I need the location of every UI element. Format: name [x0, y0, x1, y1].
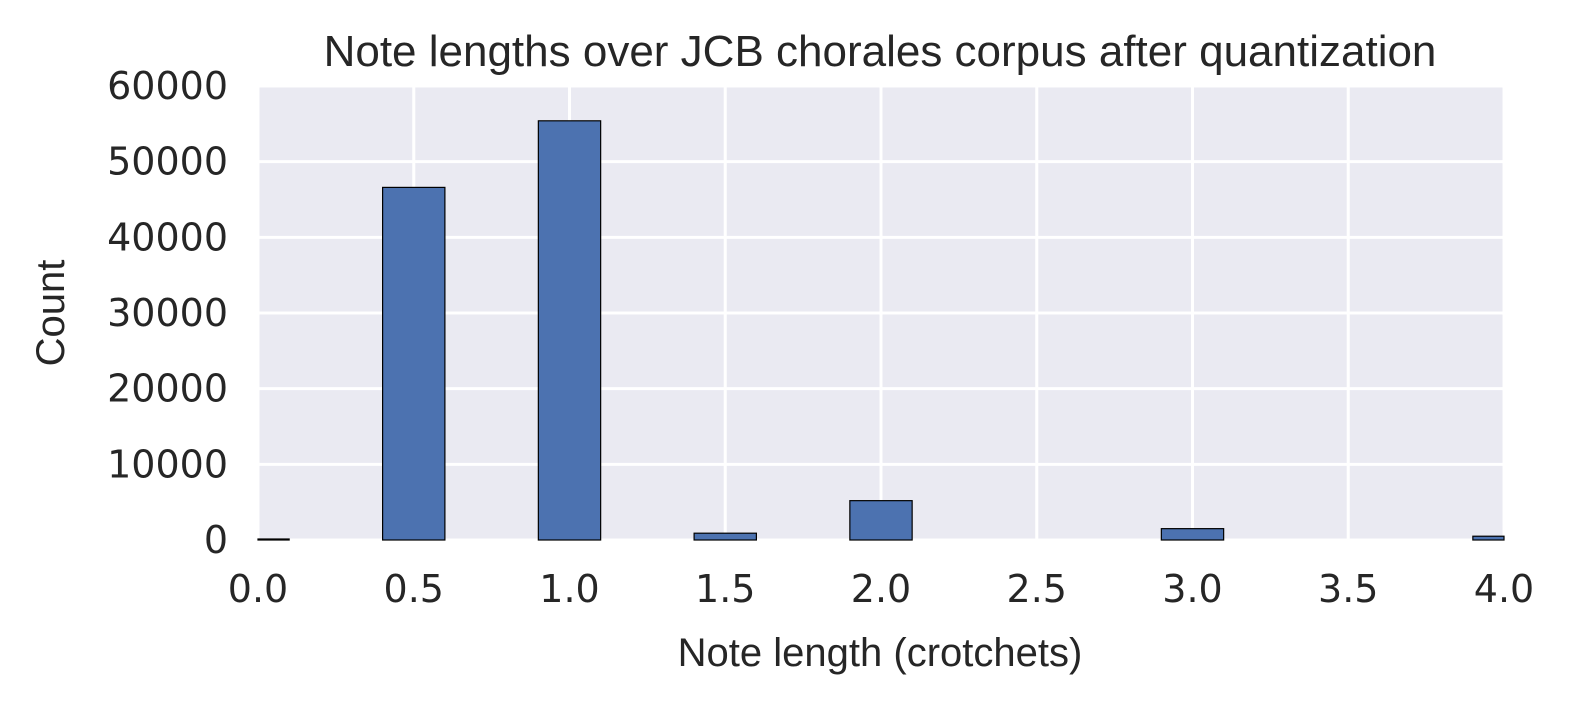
x-tick-label-8: 4.0 — [1474, 567, 1534, 611]
x-tick-label-3: 1.5 — [695, 567, 755, 611]
chart-title: Note lengths over JCB chorales corpus af… — [324, 27, 1437, 76]
y-tick-label-4: 40000 — [107, 215, 228, 259]
y-tick-label-3: 30000 — [107, 291, 228, 335]
bar-1 — [382, 186, 446, 541]
x-tick-label-1: 0.5 — [384, 567, 444, 611]
bar-2 — [537, 120, 602, 541]
x-tick-label-6: 3.0 — [1162, 567, 1222, 611]
x-tick-label-5: 2.5 — [1007, 567, 1067, 611]
y-tick-label-6: 60000 — [107, 64, 228, 108]
x-tick-labels: 0.0 0.5 1.0 1.5 2.0 2.5 3.0 3.5 4.0 — [228, 567, 1534, 611]
bar-3 — [693, 532, 757, 541]
x-tick-label-2: 1.0 — [539, 567, 599, 611]
y-tick-label-2: 20000 — [107, 367, 228, 411]
bar-4 — [849, 500, 913, 541]
y-axis-label: Count — [29, 260, 73, 367]
x-tick-label-0: 0.0 — [228, 567, 288, 611]
y-tick-label-5: 50000 — [107, 140, 228, 184]
y-tick-label-0: 0 — [204, 518, 228, 562]
x-tick-label-4: 2.0 — [851, 567, 911, 611]
bars — [257, 120, 1505, 541]
bar-6 — [1472, 535, 1505, 541]
x-axis-label: Note length (crotchets) — [678, 631, 1083, 675]
bar-5 — [1160, 528, 1225, 541]
y-tick-label-1: 10000 — [107, 442, 228, 486]
x-tick-label-7: 3.5 — [1318, 567, 1378, 611]
bar-0 — [257, 538, 290, 541]
y-tick-labels: 0 10000 20000 30000 40000 50000 60000 — [107, 64, 228, 562]
